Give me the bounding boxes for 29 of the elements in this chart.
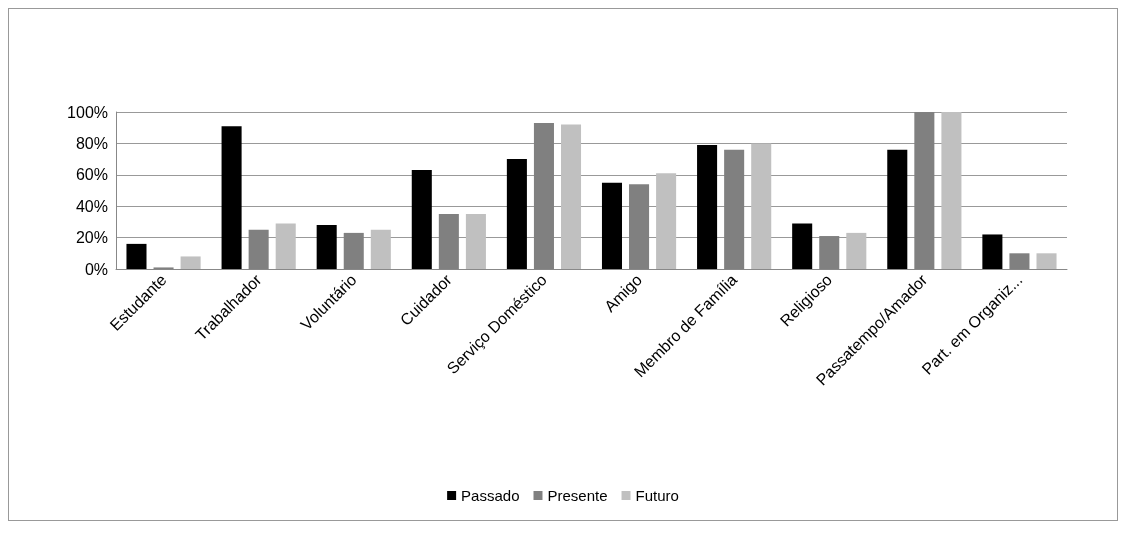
y-tick-label: 40% bbox=[75, 197, 108, 215]
bar bbox=[656, 173, 677, 269]
bar bbox=[560, 124, 582, 269]
legend-label: Futuro bbox=[635, 487, 679, 504]
bar bbox=[887, 149, 908, 269]
bar bbox=[370, 229, 391, 269]
bar bbox=[316, 225, 337, 269]
bar bbox=[180, 256, 201, 269]
y-tick-label: 100% bbox=[67, 103, 108, 121]
bar bbox=[601, 182, 623, 269]
bar bbox=[275, 223, 296, 269]
bar bbox=[506, 159, 527, 269]
y-tick-label: 20% bbox=[75, 229, 108, 247]
bar bbox=[697, 144, 718, 269]
bar bbox=[792, 223, 813, 269]
bar bbox=[982, 234, 1003, 269]
legend-label: Passado bbox=[461, 487, 520, 504]
bar bbox=[941, 112, 962, 269]
bar bbox=[846, 232, 867, 269]
legend-label: Presente bbox=[547, 487, 608, 504]
bar bbox=[1036, 253, 1057, 269]
bar bbox=[465, 214, 486, 269]
y-tick-label: 80% bbox=[75, 134, 108, 152]
y-tick-label: 60% bbox=[75, 166, 108, 184]
bar bbox=[221, 126, 242, 269]
bar bbox=[751, 143, 772, 269]
bar bbox=[126, 243, 147, 269]
y-tick-label: 0% bbox=[84, 260, 108, 278]
bar bbox=[411, 170, 432, 269]
